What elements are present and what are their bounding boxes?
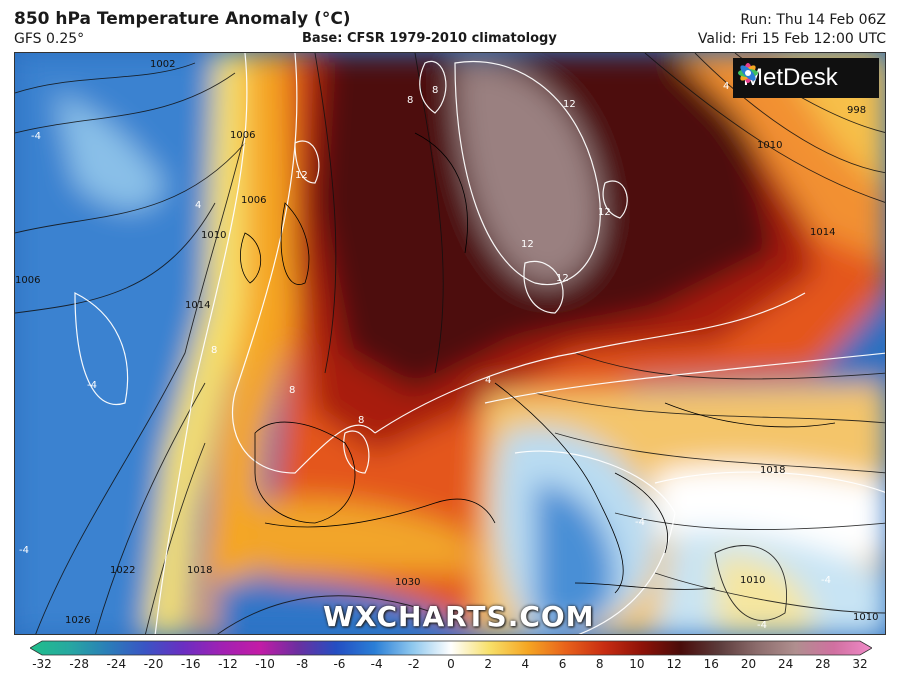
colorbar-tick-label: 12 [666,657,682,671]
isobar-label: 1006 [15,275,40,286]
colorbar-tick-label: 4 [521,657,530,671]
anomaly-label: 12 [295,170,308,181]
isobar-label: 1002 [150,59,175,70]
colorbar-legend: -32 -28 -24 -20 -16 -12 -10 -8 -6 -4 -2 0 2 4 6 8 10 12 16… [29,639,873,689]
isobar-label: 1014 [185,300,210,311]
isobar-label: 1022 [110,565,135,576]
flower-logo-icon [738,63,758,83]
anomaly-label: 8 [211,345,217,356]
anomaly-label: -4 [87,380,97,391]
logo-text: MetDesk [743,64,838,91]
colorbar-tick-label: -8 [296,657,309,671]
isobar-label: 1010 [853,612,878,623]
isobar-label: 998 [847,105,866,116]
isobar-value-labels: 1002 1006 1010 1014 1018 1022 1026 1030 … [15,59,878,626]
anomaly-map: 1002 1006 1010 1014 1018 1022 1026 1030 … [14,52,886,635]
anomaly-label: 4 [195,200,201,211]
colorbar-tick-label: -16 [180,657,201,671]
map-canvas: 1002 1006 1010 1014 1018 1022 1026 1030 … [15,53,885,634]
anomaly-contours [74,53,885,634]
anomaly-value-labels: 12 12 12 12 12 8 8 8 8 8 4 -4 -4 -4 -4 -… [19,81,831,631]
colorbar-tick-label: -2 [407,657,420,671]
isobar-label: 1006 [241,195,266,206]
isobar-label: 1018 [760,465,785,476]
colorbar-tick-label: -20 [143,657,164,671]
colorbar-tick-label: -6 [333,657,346,671]
colorbar-tick-label: -12 [218,657,238,671]
anomaly-label: -4 [19,545,29,556]
isobar-label: 1018 [187,565,212,576]
colorbar-tick-label: 0 [447,657,455,671]
watermark: WXCHARTS.COM [323,600,595,633]
anomaly-label: 8 [432,85,438,96]
anomaly-label: 4 [485,375,491,386]
colorbar-tick-label: -4 [370,657,383,671]
anomaly-label: 8 [289,385,295,396]
anomaly-field [15,53,885,634]
anomaly-label: 8 [358,415,364,426]
anomaly-label: 12 [521,239,534,250]
colorbar-tick-label: 8 [595,657,604,671]
colorbar-tick-label: 32 [852,657,868,671]
anomaly-label: 8 [407,95,413,106]
anomaly-label: 4 [723,81,729,92]
isobar-label: 1014 [810,227,835,238]
colorbar-tick-label: 24 [777,657,794,671]
model-label: GFS 0.25° [14,31,85,47]
colorbar-tick-label: -10 [255,657,275,671]
colorbar-tick-label: -24 [106,657,127,671]
base-climatology-label: Base: CFSR 1979-2010 climatology [302,31,557,46]
colorbar-tick-label: 2 [484,657,492,671]
colorbar-tick-label: 6 [558,657,567,671]
isobar-label: 1010 [201,230,226,241]
anomaly-label: 12 [598,207,611,218]
isobar-label: 1030 [395,577,420,588]
isobar-label: 1010 [757,140,782,151]
colorbar-tick-label: -32 [32,657,52,671]
colorbar-tick-label: -28 [69,657,89,671]
anomaly-label: -4 [31,131,41,142]
colorbar-tick-label: 20 [740,657,757,671]
anomaly-label: -4 [635,517,645,528]
anomaly-label: -4 [821,575,831,586]
metdesk-logo: MetDesk [733,58,879,98]
isobar-label: 1010 [740,575,765,586]
header: 850 hPa Temperature Anomaly (°C) GFS 0.2… [0,0,900,52]
anomaly-label: 12 [563,99,576,110]
colorbar-tick-label: 28 [815,657,831,671]
isobar-label: 1006 [230,130,255,141]
colorbar-tick-label: 16 [703,657,719,671]
chart-title: 850 hPa Temperature Anomaly (°C) [14,9,351,29]
anomaly-label: 12 [556,273,569,284]
coastlines [240,132,836,594]
anomaly-label: -4 [757,620,767,631]
isobar-lines [15,53,885,634]
colorbar-ticks: -32 -28 -24 -20 -16 -12 -10 -8 -6 -4 -2 0 2 4 6 8 10 12 16… [30,657,872,677]
colorbar [29,640,873,656]
colorbar-tick-label: 10 [629,657,645,671]
run-time-label: Run: Thu 14 Feb 06Z [740,12,886,28]
valid-time-label: Valid: Fri 15 Feb 12:00 UTC [697,31,886,47]
isobar-label: 1026 [65,615,90,626]
